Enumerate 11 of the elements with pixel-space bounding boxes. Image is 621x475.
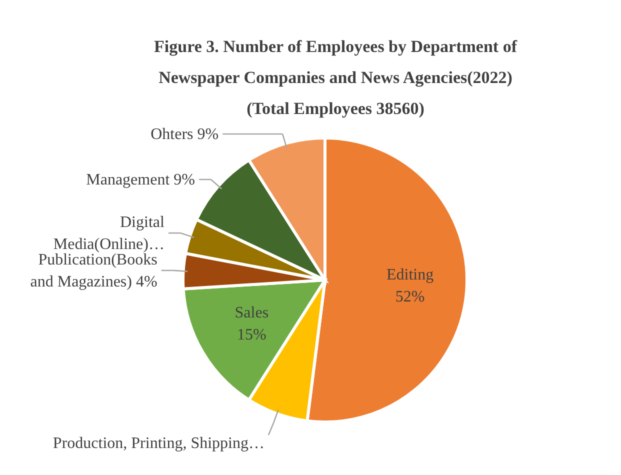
data-label: 15% (237, 326, 266, 344)
slice-label: Publication(Books and Magazines) 4% (30, 251, 158, 290)
slice-label: Ohters 9% (150, 126, 219, 144)
slice-label: Production, Printing, Shipping… (52, 435, 265, 452)
slice-label: Sales (234, 304, 269, 322)
slice-label: Management 9% (86, 171, 195, 188)
slice-label: Editing (386, 266, 434, 284)
chart-title: Figure 3. Number of Employees by Department of Newspaper Companies and News Agencies(2022) (154, 37, 518, 87)
slice-label: Digital Media(Online)… (53, 214, 165, 254)
chart-subtitle: (Total Employees 38560) (246, 99, 424, 118)
data-label: 52% (395, 288, 425, 306)
